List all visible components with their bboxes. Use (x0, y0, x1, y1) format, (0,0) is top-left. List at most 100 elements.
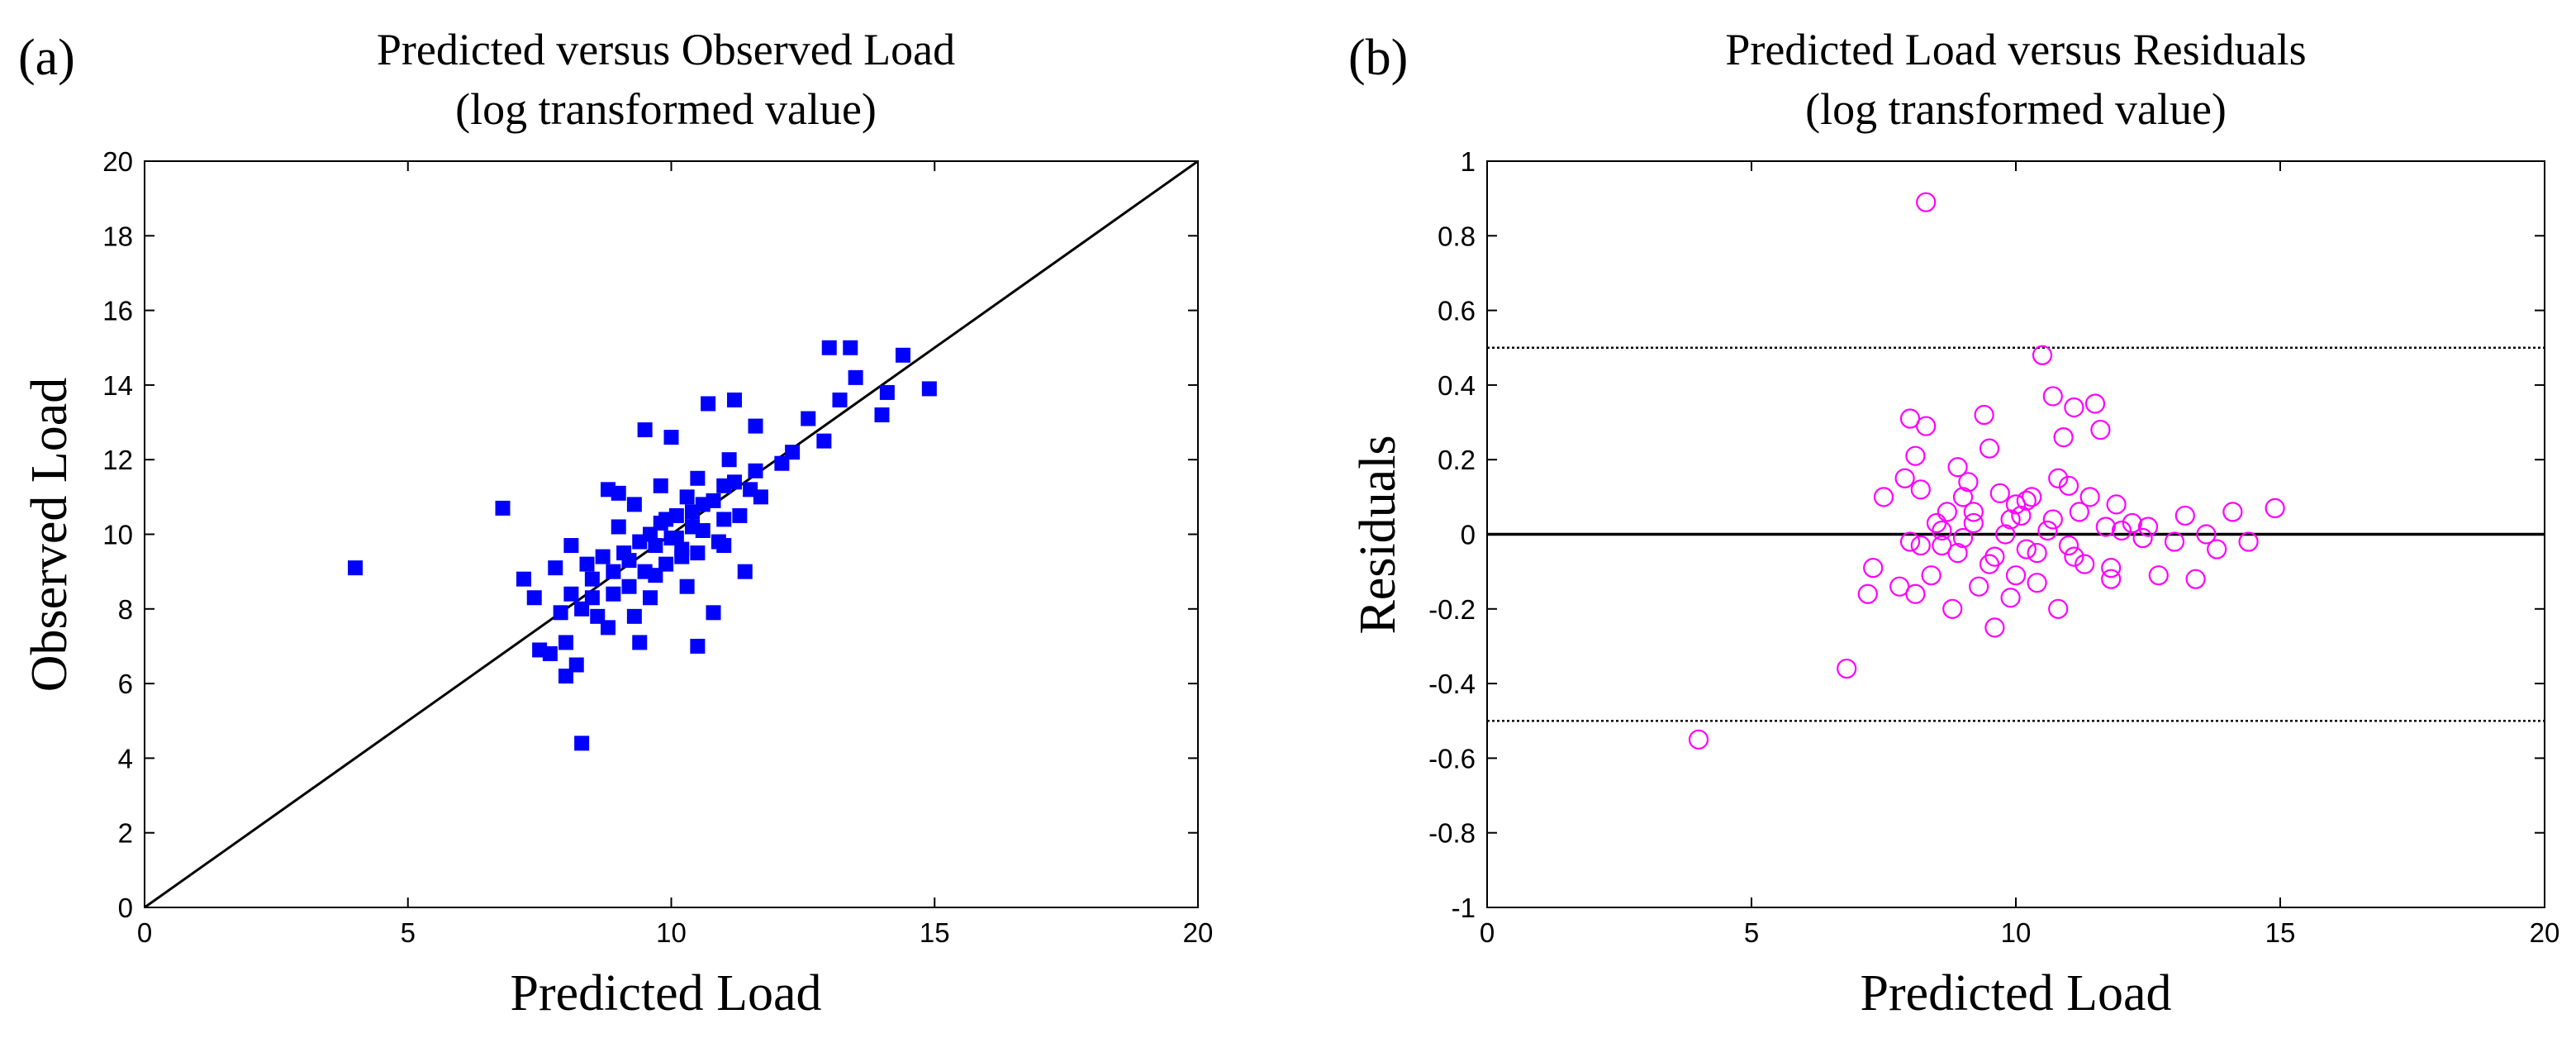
data-point (2132, 527, 2153, 549)
data-point (2064, 397, 2084, 418)
data-point (1899, 408, 1921, 429)
y-tick-label: 1 (1461, 146, 1476, 177)
data-point (1899, 531, 1921, 552)
data-point (848, 369, 863, 385)
data-point (785, 445, 801, 460)
data-point (706, 493, 721, 508)
y-tick-label: 0.4 (1438, 370, 1476, 401)
data-point (632, 635, 648, 650)
x-axis-label-b: Predicted Load (1860, 965, 2171, 1021)
data-point (663, 430, 679, 445)
data-point (2032, 345, 2053, 365)
data-point (1958, 472, 1979, 493)
data-point (558, 635, 573, 650)
data-point (1910, 535, 1931, 556)
data-point (495, 500, 511, 516)
y-tick-label: -0.6 (1428, 743, 1476, 774)
data-point (727, 392, 742, 407)
reference-lines-b (1487, 346, 2545, 722)
data-point (706, 605, 721, 621)
x-tick-label: 0 (137, 917, 152, 948)
x-tick-label: 20 (2530, 917, 2560, 948)
data-point (843, 340, 858, 355)
data-point (879, 384, 895, 400)
panel-label-b: (b) (1348, 30, 1408, 86)
data-point (1942, 598, 1963, 619)
data-point (1974, 404, 1994, 426)
data-point (1916, 416, 1937, 436)
y-tick-label: 20 (102, 146, 133, 177)
data-point (896, 347, 910, 363)
y-tick-label: 0.6 (1438, 296, 1476, 326)
data-point (637, 422, 653, 438)
y-tick-label: -0.2 (1428, 594, 1476, 625)
data-point (606, 564, 621, 579)
x-tick-label: 10 (656, 917, 687, 948)
data-point (2000, 509, 2021, 530)
panel-b: (b) Predicted Load versus Residuals (log… (1348, 25, 2559, 1021)
data-point (1979, 438, 2000, 459)
chart-title-b: Predicted Load versus Residuals (1725, 25, 2306, 74)
data-point (2022, 487, 2042, 507)
data-point (526, 590, 542, 606)
data-point (1963, 502, 1984, 522)
data-point (2005, 494, 2027, 515)
data-point (2084, 393, 2106, 414)
y-tick-label: 2 (118, 818, 133, 849)
y-tick-label: 14 (102, 370, 133, 401)
data-point (1905, 445, 1926, 466)
data-point (2137, 517, 2159, 537)
data-point (2101, 558, 2122, 579)
data-point (2164, 531, 2185, 552)
data-point (753, 489, 768, 505)
y-tick-label: 0.8 (1438, 221, 1476, 251)
data-point (695, 522, 711, 538)
data-point (1873, 487, 1894, 507)
plot-frame-a (144, 160, 1199, 908)
data-point (2011, 505, 2032, 526)
y-axis-label-a: Observed Load (21, 378, 78, 692)
data-point (584, 571, 600, 587)
data-point (601, 620, 615, 636)
data-point (579, 556, 595, 572)
points-a (348, 340, 937, 751)
data-point (1894, 468, 1915, 488)
data-point (2122, 512, 2142, 534)
data-point (2058, 535, 2079, 556)
data-point (553, 605, 568, 621)
data-point (801, 411, 816, 426)
data-point (516, 571, 531, 587)
data-point (2207, 539, 2227, 559)
data-point (1905, 583, 1926, 604)
data-point (2106, 494, 2127, 515)
x-tick-label: 10 (2001, 917, 2032, 948)
data-point (1921, 565, 1942, 586)
x-tick-label: 15 (2265, 917, 2296, 948)
data-point (2048, 598, 2069, 619)
data-point (2101, 569, 2122, 589)
data-point (1984, 617, 2005, 638)
data-point (548, 560, 563, 576)
x-tick-label: 20 (1183, 917, 1214, 948)
data-point (2048, 468, 2069, 488)
data-point (626, 497, 642, 512)
data-point (690, 638, 706, 654)
data-point (1916, 192, 1937, 212)
x-tick-label: 0 (1480, 917, 1495, 948)
data-point (1969, 576, 1989, 597)
data-point (2265, 498, 2285, 518)
data-point (1857, 583, 1878, 604)
data-point (2174, 505, 2195, 526)
y-tick-label: 0 (1461, 520, 1476, 550)
data-point (621, 553, 637, 569)
data-point (727, 474, 742, 490)
data-point (595, 549, 611, 564)
data-point (643, 590, 658, 606)
data-point (2058, 475, 2079, 496)
data-point (1952, 527, 1974, 549)
data-point (2042, 509, 2063, 530)
data-point (2095, 517, 2116, 537)
data-point (2148, 565, 2169, 586)
data-point (1863, 558, 1884, 579)
data-point (563, 586, 579, 602)
